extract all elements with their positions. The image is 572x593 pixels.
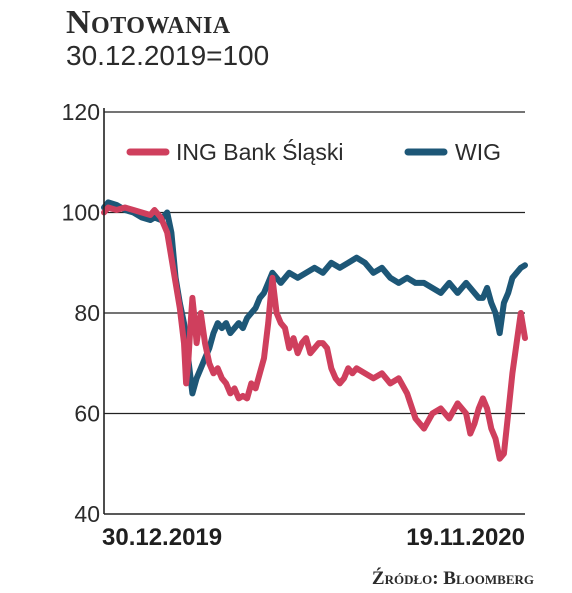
y-tick-label: 120 [62,99,100,125]
legend-label-ing: ING Bank Śląski [176,138,343,165]
y-tick-label: 40 [74,501,100,527]
x-tick-label-end: 19.11.2020 [406,524,525,551]
y-tick-label: 60 [74,401,100,427]
y-axis-ticks: 40 60 80 100 120 [62,99,100,527]
x-axis-ticks: 30.12.2019 19.11.2020 [102,524,525,551]
legend-label-wig: WIG [455,139,501,165]
x-tick-label-start: 30.12.2019 [102,524,222,551]
y-tick-label: 80 [74,300,100,326]
series-lines [101,199,528,462]
series-line-ing [101,204,528,462]
axes [103,108,525,515]
y-tick-label: 100 [62,200,100,226]
chart-title: Notowania [66,4,231,41]
source-note: Źródło: Bloomberg [371,568,534,589]
legend: ING Bank Śląski WIG [126,138,501,165]
chart-subtitle: 30.12.2019=100 [66,40,270,71]
